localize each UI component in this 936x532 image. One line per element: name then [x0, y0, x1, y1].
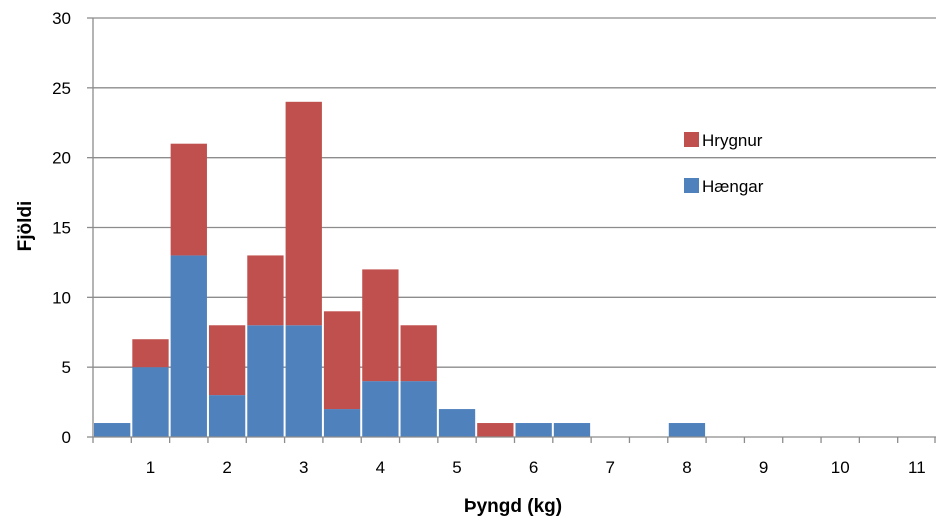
y-tick-label: 15: [52, 219, 71, 238]
bar-segment-haengar: [553, 423, 591, 437]
bar-segment-hrygnur: [362, 269, 399, 382]
y-tick-label: 0: [62, 428, 71, 447]
bar-segment-hrygnur: [132, 339, 169, 368]
y-tick-label: 10: [52, 288, 71, 307]
y-tick-label: 25: [52, 79, 71, 98]
bar-segment-haengar: [170, 255, 207, 437]
bar-segment-haengar: [94, 423, 131, 437]
x-tick-label: 4: [376, 458, 385, 477]
legend-label: Hrygnur: [702, 131, 763, 150]
bar-segment-hrygnur: [208, 325, 246, 396]
bar-segment-haengar: [208, 395, 246, 437]
bar-segment-hrygnur: [477, 423, 514, 437]
bar-segment-haengar: [668, 423, 706, 437]
y-axis-title: Fjöldi: [15, 201, 36, 252]
x-tick-label: 7: [606, 458, 615, 477]
y-tick-label: 30: [52, 9, 71, 28]
bar-segment-hrygnur: [323, 311, 361, 410]
bar-segment-hrygnur: [400, 325, 437, 382]
y-tick-label: 5: [62, 358, 71, 377]
axes: 0 5 10 15 20 25 30 1 2 3 4 5 6 7 8 9 10 11: [52, 9, 936, 477]
legend-label: Hængar: [702, 177, 764, 196]
bar-segment-hrygnur: [285, 101, 322, 326]
bar-segment-haengar: [400, 381, 437, 437]
bar-segment-haengar: [247, 325, 284, 437]
x-tick-label: 2: [222, 458, 231, 477]
bar-segment-haengar: [132, 367, 169, 437]
x-tick-label: 3: [299, 458, 308, 477]
bar-segment-hrygnur: [170, 143, 207, 256]
bars: [94, 101, 706, 437]
bar-segment-haengar: [438, 409, 476, 437]
x-tick-label: 5: [452, 458, 461, 477]
legend-swatch: [684, 178, 699, 193]
x-tick-label: 9: [759, 458, 768, 477]
gridlines: [93, 17, 936, 368]
x-tick-label: 1: [146, 458, 155, 477]
x-tick-label: 11: [908, 458, 926, 477]
bar-segment-haengar: [285, 325, 322, 437]
bar-segment-haengar: [515, 423, 552, 437]
legend: Hrygnur Hængar: [684, 131, 764, 196]
x-axis-title: Þyngd (kg): [464, 496, 562, 517]
bar-segment-haengar: [362, 381, 399, 437]
legend-swatch: [684, 132, 699, 147]
bar-segment-hrygnur: [247, 255, 284, 326]
x-tick-label: 6: [529, 458, 538, 477]
x-tick-label: 8: [682, 458, 691, 477]
bar-segment-haengar: [323, 409, 361, 437]
y-tick-label: 20: [52, 149, 71, 168]
x-tick-label: 10: [831, 458, 850, 477]
